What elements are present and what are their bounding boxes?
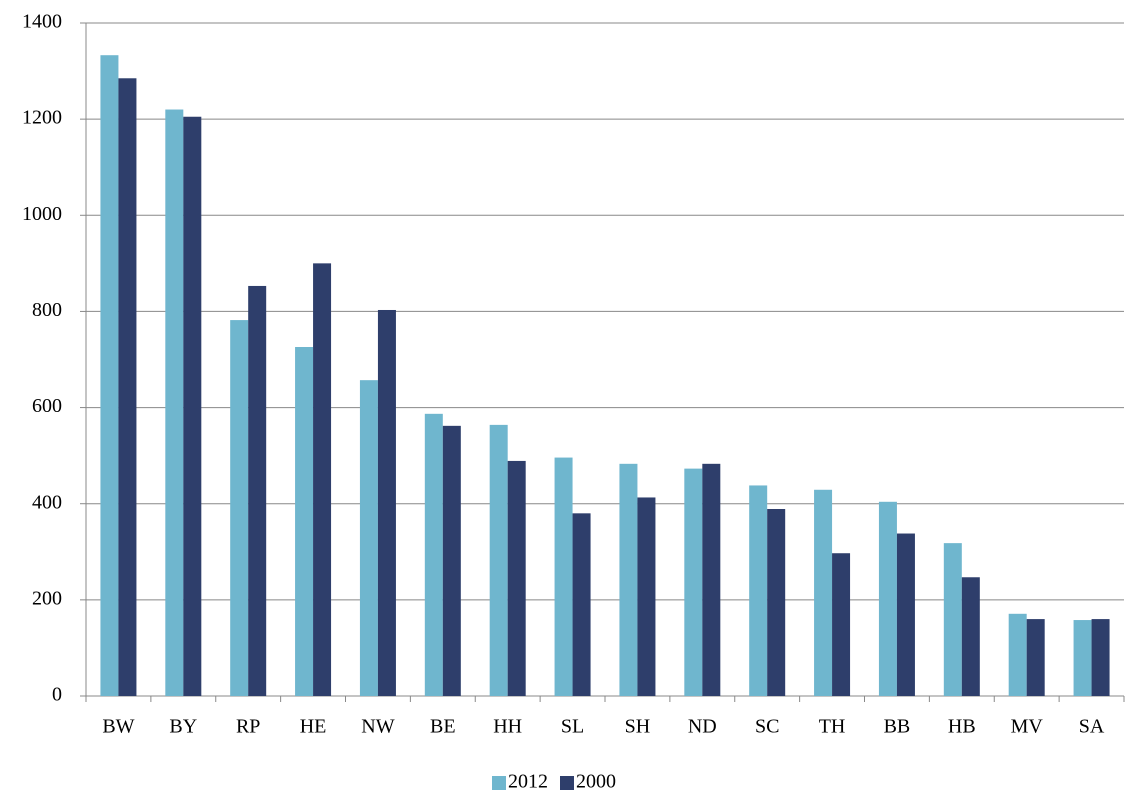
bar bbox=[702, 463, 721, 696]
x-tick-label: BB bbox=[884, 716, 911, 738]
x-tick-label: MV bbox=[1011, 716, 1044, 738]
legend-swatch bbox=[560, 776, 574, 790]
y-tick-label: 200 bbox=[32, 587, 62, 609]
legend-swatch bbox=[492, 776, 506, 790]
bar bbox=[295, 347, 314, 696]
bar bbox=[572, 513, 591, 696]
bar bbox=[554, 457, 573, 696]
bar bbox=[896, 533, 915, 696]
bar bbox=[814, 489, 833, 696]
bar bbox=[489, 424, 508, 696]
x-tick-label: ND bbox=[688, 716, 717, 738]
bar bbox=[767, 509, 786, 696]
y-tick-label: 1000 bbox=[22, 203, 62, 225]
bar bbox=[165, 109, 184, 697]
y-tick-label: 400 bbox=[32, 491, 62, 513]
x-tick-label: NW bbox=[361, 716, 394, 738]
bar bbox=[424, 413, 443, 696]
bar bbox=[1091, 619, 1110, 696]
bar bbox=[832, 553, 851, 696]
y-tick-label: 1400 bbox=[22, 11, 62, 33]
x-tick-label: BW bbox=[102, 716, 134, 738]
bar bbox=[230, 320, 249, 696]
bar bbox=[442, 425, 461, 696]
bar bbox=[619, 463, 638, 696]
legend-label: 2012 bbox=[508, 771, 548, 793]
legend-label: 2000 bbox=[576, 771, 616, 793]
x-tick-label: BE bbox=[430, 716, 456, 738]
bar bbox=[359, 380, 378, 696]
y-tick-label: 600 bbox=[32, 395, 62, 417]
x-tick-label: SC bbox=[755, 716, 779, 738]
bar bbox=[248, 285, 267, 696]
bar bbox=[1073, 620, 1092, 696]
bar bbox=[749, 485, 768, 696]
bar bbox=[637, 497, 656, 696]
x-tick-label: SL bbox=[561, 716, 584, 738]
bar bbox=[943, 543, 962, 696]
x-tick-label: RP bbox=[236, 716, 260, 738]
bar bbox=[684, 468, 703, 696]
x-tick-label: HB bbox=[948, 716, 976, 738]
y-tick-label: 1200 bbox=[22, 107, 62, 129]
y-tick-label: 0 bbox=[52, 684, 62, 706]
bar bbox=[961, 577, 980, 696]
x-tick-label: BY bbox=[169, 716, 197, 738]
bar bbox=[1008, 613, 1027, 696]
bar bbox=[1026, 619, 1045, 696]
x-tick-label: SA bbox=[1079, 716, 1105, 738]
bar bbox=[507, 460, 526, 696]
x-tick-label: SH bbox=[625, 716, 651, 738]
bar bbox=[878, 501, 897, 696]
x-tick-label: TH bbox=[819, 716, 846, 738]
bar bbox=[377, 309, 396, 696]
bar bbox=[100, 55, 119, 696]
x-tick-label: HE bbox=[300, 716, 327, 738]
y-tick-label: 800 bbox=[32, 299, 62, 321]
bar bbox=[313, 263, 332, 696]
x-tick-label: HH bbox=[493, 716, 522, 738]
bar bbox=[118, 78, 137, 696]
bar bbox=[183, 116, 202, 697]
